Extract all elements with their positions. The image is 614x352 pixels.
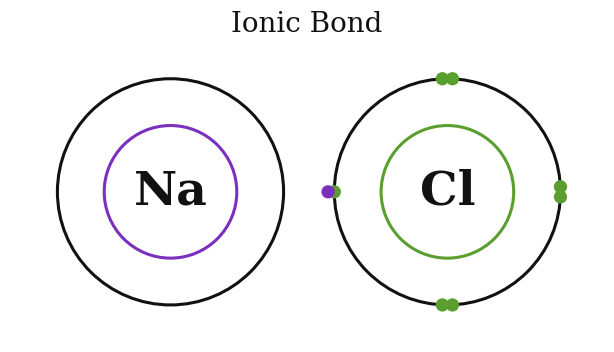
Circle shape [446, 72, 459, 86]
Circle shape [436, 298, 449, 312]
Text: Ionic Bond: Ionic Bond [231, 11, 383, 38]
Circle shape [554, 190, 567, 203]
Circle shape [104, 126, 237, 258]
Circle shape [328, 185, 341, 199]
Text: Cl: Cl [419, 169, 475, 215]
Circle shape [322, 185, 335, 199]
Circle shape [436, 72, 449, 86]
Circle shape [381, 126, 514, 258]
Circle shape [554, 180, 567, 193]
Circle shape [334, 79, 561, 305]
Circle shape [446, 298, 459, 312]
Text: Na: Na [134, 169, 208, 215]
Circle shape [58, 79, 284, 305]
